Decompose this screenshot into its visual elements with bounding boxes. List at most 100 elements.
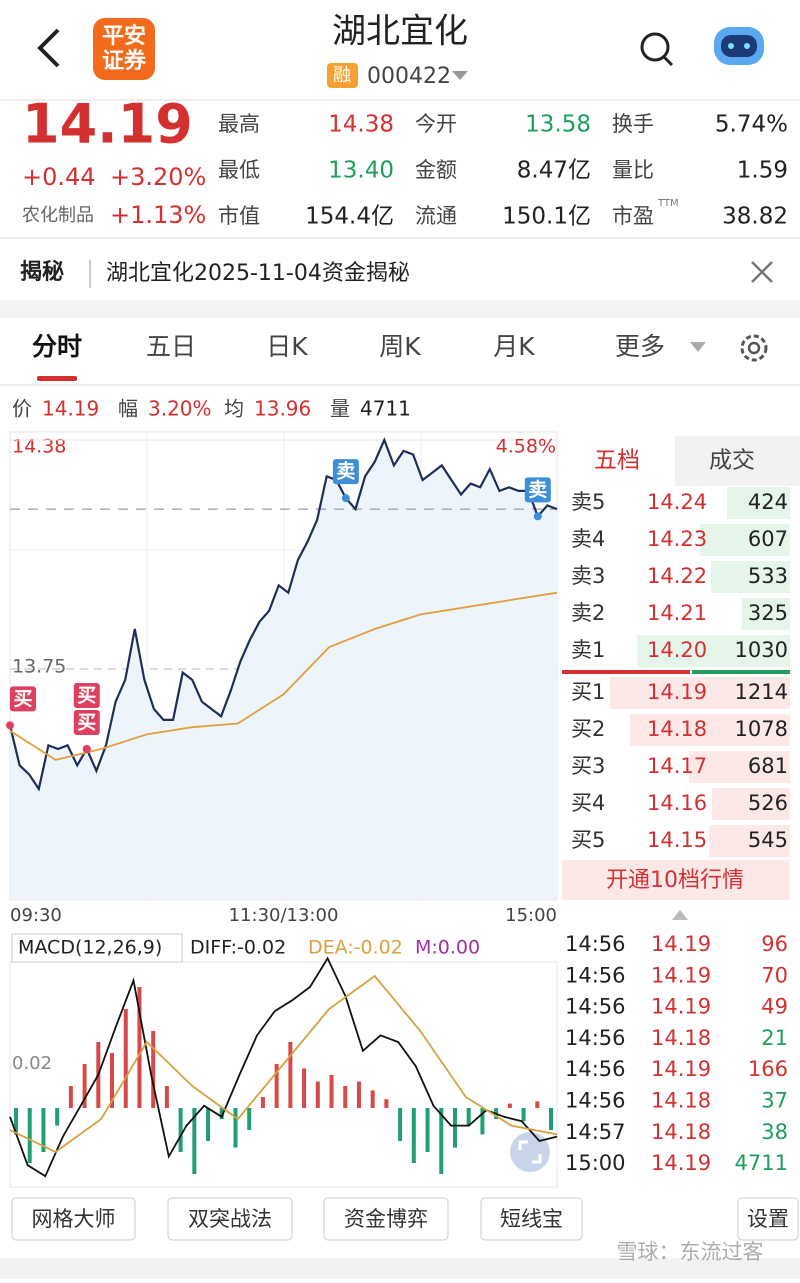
book-label: 卖1 <box>571 638 605 662</box>
macd-bar <box>164 1086 169 1108</box>
stat-value: 1.59 <box>737 158 788 184</box>
trade-time: 14:56 <box>565 1057 626 1081</box>
macd-line <box>9 974 558 1154</box>
macd-bar <box>82 1064 87 1108</box>
close-button[interactable] <box>751 261 773 283</box>
stat-label: 市盈 <box>612 204 654 228</box>
series-line <box>8 437 558 792</box>
macd-bar <box>288 1042 293 1108</box>
trade-time: 14:57 <box>565 1120 626 1144</box>
stat-label: 最低 <box>218 158 260 182</box>
book-volume: 526 <box>748 791 788 815</box>
y-tick-label: 0.02 <box>12 1053 52 1074</box>
book-volume: 681 <box>748 754 788 778</box>
tab[interactable]: 日K <box>266 332 308 361</box>
macd-title: MACD(12,26,9) <box>18 937 162 959</box>
marker-label: 卖 <box>528 479 547 501</box>
tool-button[interactable] <box>167 1197 293 1241</box>
book-label: 买2 <box>571 717 605 741</box>
macd-bar <box>343 1086 348 1108</box>
book-label: 买5 <box>571 828 605 852</box>
stat-label: 最高 <box>218 112 260 136</box>
watermark: 雪球：东流过客 <box>617 1240 764 1264</box>
macd-bar <box>247 1108 252 1130</box>
tab[interactable]: 分时 <box>32 332 82 361</box>
stat-value: 13.58 <box>525 112 591 138</box>
book-tab[interactable]: 成交 <box>709 448 755 474</box>
upgrade-box[interactable] <box>562 860 790 900</box>
change: +0.44 <box>22 163 96 191</box>
spacer <box>0 300 800 318</box>
stat-value: 38.82 <box>722 204 788 230</box>
tool-label[interactable]: 短线宝 <box>500 1207 563 1231</box>
page-title: 湖北宜化 <box>332 12 468 52</box>
logo-text: 证券 <box>102 48 147 74</box>
back-button[interactable] <box>37 28 60 68</box>
macd-bar <box>27 1108 32 1163</box>
book-price: 14.19 <box>647 680 707 704</box>
macd-bar <box>260 1097 265 1108</box>
tab[interactable]: 月K <box>493 332 535 361</box>
trade-volume: 38 <box>761 1120 788 1144</box>
tab[interactable]: 周K <box>379 332 421 361</box>
macd-legend: DIFF:-0.02 <box>190 937 286 959</box>
volume-bar <box>709 825 790 857</box>
macd-bar <box>439 1108 444 1174</box>
trade-price: 14.19 <box>651 932 711 956</box>
macd-bar <box>274 1064 279 1108</box>
macd-bar <box>14 1108 18 1135</box>
macd-bar <box>315 1081 320 1108</box>
marker-dot <box>6 721 14 730</box>
marker-dot <box>341 494 350 503</box>
assistant-icon[interactable] <box>714 27 764 65</box>
tool-button[interactable] <box>323 1197 449 1241</box>
tab[interactable]: 五日 <box>146 332 196 361</box>
book-label: 买3 <box>571 754 605 778</box>
macd-legend: M:0.00 <box>415 937 480 959</box>
tool-label[interactable]: 资金博弈 <box>344 1207 428 1231</box>
macd-bar <box>398 1108 403 1141</box>
settings-label[interactable]: 设置 <box>747 1207 789 1231</box>
stat-label: 换手 <box>612 112 654 136</box>
macd-bar <box>233 1108 238 1148</box>
macd-bar <box>535 1101 540 1108</box>
book-tab-inactive[interactable] <box>675 436 800 486</box>
tool-label[interactable]: 双突战法 <box>188 1207 272 1231</box>
trade-time: 14:56 <box>565 995 626 1019</box>
book-tab[interactable]: 五档 <box>594 448 640 474</box>
macd-bar <box>219 1108 224 1119</box>
book-label: 卖4 <box>571 527 605 551</box>
trade-price: 14.19 <box>651 995 711 1019</box>
book-volume: 607 <box>748 527 788 551</box>
fullscreen-button[interactable] <box>510 1132 550 1172</box>
tool-button[interactable] <box>11 1197 136 1241</box>
book-volume: 533 <box>748 564 788 588</box>
settings-gear[interactable] <box>740 334 768 362</box>
book-price: 14.21 <box>647 601 707 625</box>
book-label: 卖3 <box>571 564 605 588</box>
macd-selector[interactable] <box>11 933 183 963</box>
settings-button[interactable] <box>737 1197 799 1241</box>
badge-box <box>327 63 358 88</box>
tool-button[interactable] <box>480 1197 583 1241</box>
tab[interactable]: 更多 <box>615 332 665 361</box>
trade-time: 15:00 <box>565 1151 626 1175</box>
upgrade-link[interactable]: 开通10档行情 <box>606 868 744 893</box>
info-value: 4711 <box>360 397 411 421</box>
macd-bar <box>329 1075 334 1108</box>
book-price: 14.20 <box>647 638 707 662</box>
marker-label: 买 <box>77 711 96 733</box>
tool-label[interactable]: 网格大师 <box>32 1207 116 1231</box>
marker-dot <box>533 512 542 521</box>
search-button[interactable] <box>640 32 674 67</box>
trade-price: 14.18 <box>651 1026 711 1050</box>
macd-bar <box>110 1053 115 1108</box>
volume-bar <box>637 635 790 667</box>
y-tick-label: 14.38 <box>12 436 66 458</box>
trade-price: 14.19 <box>651 1057 711 1081</box>
volume-bar <box>727 487 790 519</box>
trade-volume: 70 <box>761 963 788 987</box>
macd-legend: DEA:-0.02 <box>308 937 403 959</box>
macd-bar <box>178 1108 183 1152</box>
